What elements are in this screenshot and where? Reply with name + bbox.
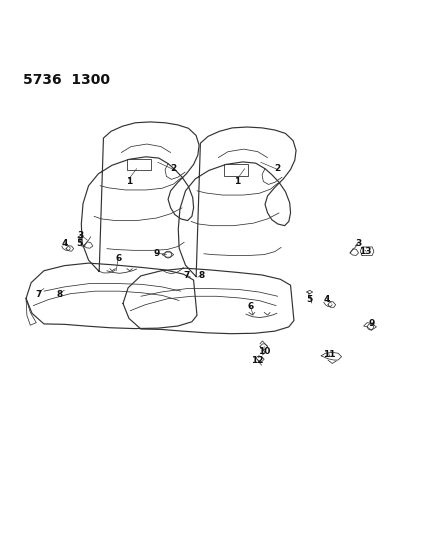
Text: 3: 3: [77, 231, 83, 240]
Text: 12: 12: [251, 356, 264, 365]
Text: 8: 8: [57, 289, 63, 298]
Text: 7: 7: [36, 289, 42, 298]
Text: 9: 9: [369, 319, 375, 328]
Text: 2: 2: [275, 164, 281, 173]
Text: 9: 9: [153, 249, 160, 259]
Text: 6: 6: [115, 254, 122, 263]
Text: 7: 7: [183, 271, 190, 280]
Text: 6: 6: [247, 302, 253, 311]
Text: 1: 1: [126, 177, 132, 186]
Text: 5: 5: [306, 295, 313, 304]
Text: 11: 11: [323, 350, 335, 359]
Text: 4: 4: [324, 295, 330, 304]
Text: 13: 13: [359, 247, 371, 256]
Text: 4: 4: [61, 239, 68, 248]
Text: 2: 2: [170, 164, 177, 173]
Text: 3: 3: [355, 239, 362, 248]
FancyBboxPatch shape: [224, 165, 248, 175]
Text: 5736  1300: 5736 1300: [23, 73, 110, 87]
Text: 8: 8: [198, 271, 204, 280]
FancyBboxPatch shape: [127, 159, 151, 171]
Text: 1: 1: [234, 177, 241, 186]
Text: 10: 10: [258, 347, 270, 356]
Text: 5: 5: [76, 239, 82, 248]
